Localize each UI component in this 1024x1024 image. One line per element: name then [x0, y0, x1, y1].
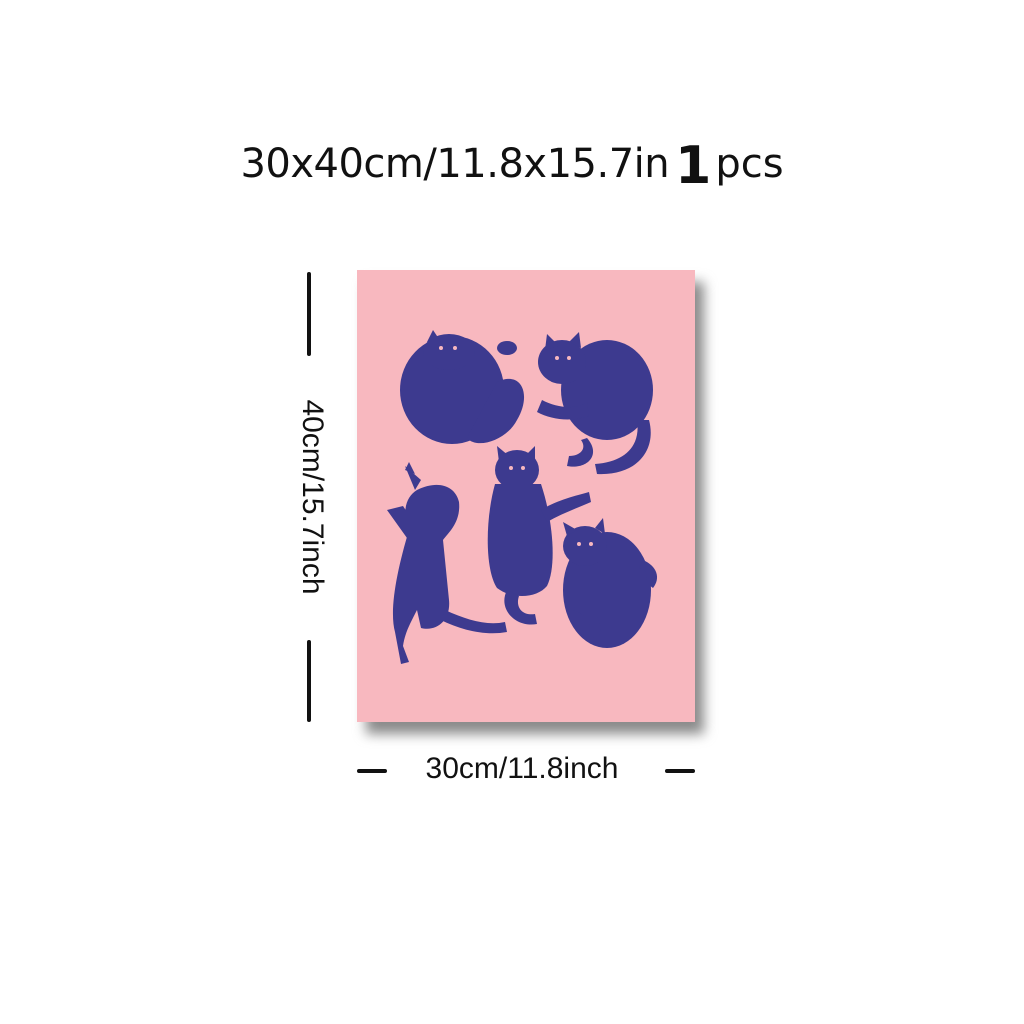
cat-on-back [563, 518, 658, 648]
cat-curled [400, 330, 525, 444]
size-text: 30x40cm/11.8x15.7in [240, 141, 670, 187]
height-label: 40cm/15.7inch [296, 399, 329, 595]
cat-lying [537, 332, 653, 475]
height-marker-top [307, 272, 311, 356]
width-marker-left [357, 769, 387, 773]
width-label: 30cm/11.8inch [425, 752, 619, 785]
quantity-number: 1 [675, 136, 712, 196]
cats-illustration [387, 330, 658, 664]
cat-stretching [387, 462, 507, 664]
size-headline: 30x40cm/11.8x15.7in 1 pcs [0, 136, 1024, 196]
width-marker-right [665, 769, 695, 773]
cat-sitting [487, 446, 591, 625]
quantity-unit: pcs [715, 141, 784, 187]
height-marker-bottom [307, 640, 311, 722]
poster-artwork [357, 270, 695, 722]
